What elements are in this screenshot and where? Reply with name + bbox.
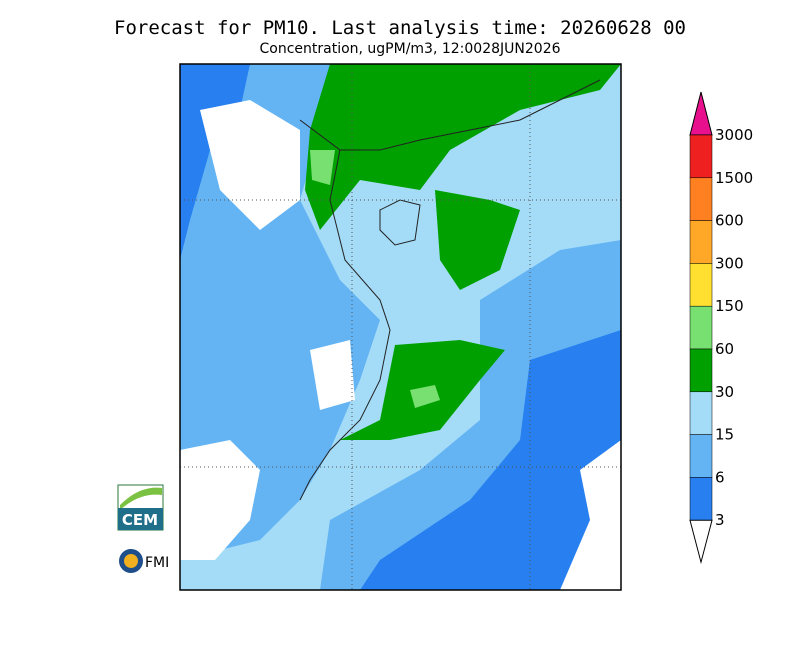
colorbar-segment <box>689 434 713 478</box>
colorbar-segment <box>689 220 713 264</box>
colorbar-segment <box>689 348 713 393</box>
cem-text: CEM <box>122 511 158 529</box>
colorbar-label: 300 <box>715 254 744 272</box>
colorbar-label: 3 <box>715 511 725 529</box>
colorbar-bottom <box>689 519 713 565</box>
fmi-logo: FMI <box>119 549 169 573</box>
colorbar-label: 60 <box>715 340 734 358</box>
colorbar-label: 15 <box>715 426 734 444</box>
cem-logo: CEM <box>117 484 164 531</box>
colorbar-segment <box>689 263 713 307</box>
colorbar-segment <box>689 391 713 435</box>
colorbar-label: 600 <box>715 212 744 230</box>
colorbar-segment <box>689 134 713 179</box>
colorbar: 3000 1500 600 300 150 60 30 15 6 3 <box>689 91 753 565</box>
colorbar-segment <box>689 177 713 221</box>
colorbar-label: 30 <box>715 383 734 401</box>
fmi-text: FMI <box>145 555 169 571</box>
colorbar-label: 150 <box>715 297 744 315</box>
colorbar-label: 6 <box>715 468 725 486</box>
subtitle: Concentration, ugPM/m3, 12:0028JUN2026 <box>259 41 560 57</box>
colorbar-segment <box>689 477 713 521</box>
colorbar-top <box>689 91 713 136</box>
colorbar-label: 3000 <box>715 126 753 144</box>
title: Forecast for PM10. Last analysis time: 2… <box>114 17 686 39</box>
map <box>179 63 622 591</box>
colorbar-segment <box>689 305 713 350</box>
colorbar-label: 1500 <box>715 169 753 187</box>
